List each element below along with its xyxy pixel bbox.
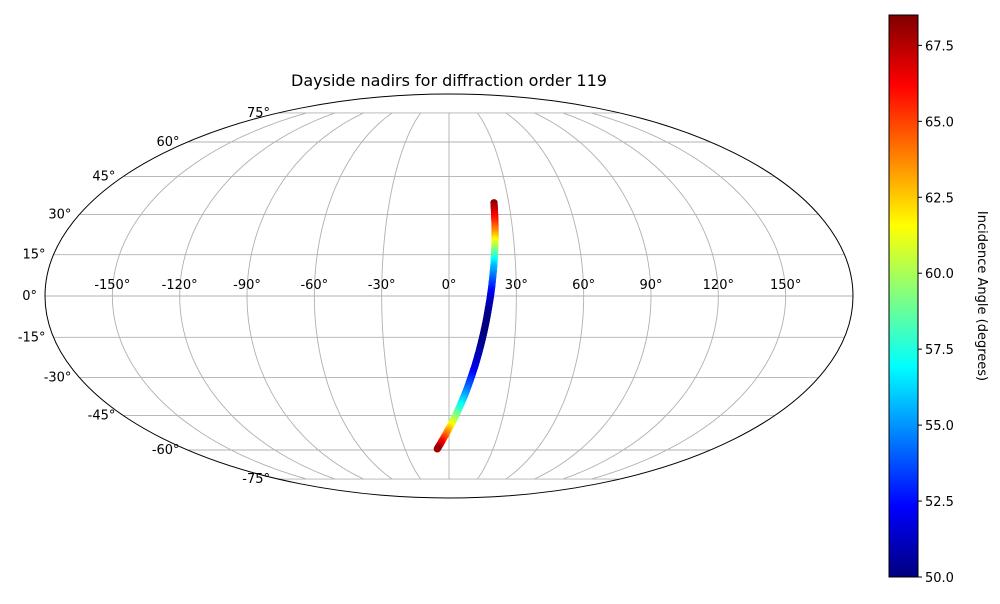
longitude-tick-label: -30° [368, 278, 396, 293]
latitude-tick-label: 45° [92, 169, 115, 184]
longitude-tick-label: 150° [770, 278, 801, 293]
latitude-tick-label: -45° [88, 409, 116, 424]
map-outline [44, 93, 854, 499]
longitude-tick-label: -90° [233, 278, 261, 293]
colorbar-tick-label: 60.0 [925, 267, 954, 282]
chart-title: Dayside nadirs for diffraction order 119 [291, 71, 607, 90]
latitude-tick-label: -15° [18, 330, 46, 345]
longitude-tick-label: -60° [300, 278, 328, 293]
latitude-tick-label: -75° [242, 472, 270, 487]
colorbar-tick-label: 67.5 [925, 39, 954, 54]
colorbar-label: Incidence Angle (degrees) [974, 211, 989, 381]
colorbar-tick-label: 55.0 [925, 419, 954, 434]
colorbar [888, 14, 919, 578]
colorbar-tick-label: 62.5 [925, 191, 954, 206]
longitude-tick-label: -150° [94, 278, 130, 293]
latitude-tick-label: 15° [23, 248, 46, 263]
longitude-tick-label: 0° [442, 278, 457, 293]
latitude-tick-label: -60° [152, 443, 180, 458]
longitude-tick-label: -120° [162, 278, 198, 293]
data-point [433, 445, 441, 453]
latitude-tick-labels: -75° -60° -45° -30° -15° 0° 15° 30° 45° 60° 75° [18, 106, 270, 487]
data-points [433, 199, 499, 453]
latitude-tick-label: -30° [44, 371, 72, 386]
latitude-tick-label: 75° [247, 106, 270, 121]
longitude-tick-label: 30° [505, 278, 528, 293]
colorbar-tick-label: 52.5 [925, 495, 954, 510]
latitude-tick-label: 60° [157, 135, 180, 150]
colorbar-tick-label: 65.0 [925, 115, 954, 130]
longitude-tick-label: 120° [703, 278, 734, 293]
longitude-tick-label: 90° [639, 278, 662, 293]
colorbar-ticks: 50.0 52.5 55.0 57.5 60.0 62.5 65.0 67.5 [918, 39, 954, 586]
longitude-tick-labels: -150° -120° -90° -60° -30° 0° 30° 60° 90° 120° 150… [94, 278, 801, 293]
colorbar-tick-label: 57.5 [925, 343, 954, 358]
longitude-tick-label: 60° [572, 278, 595, 293]
latitude-tick-label: 0° [22, 289, 37, 304]
colorbar-tick-label: 50.0 [925, 571, 954, 586]
latitude-tick-label: 30° [48, 207, 71, 222]
